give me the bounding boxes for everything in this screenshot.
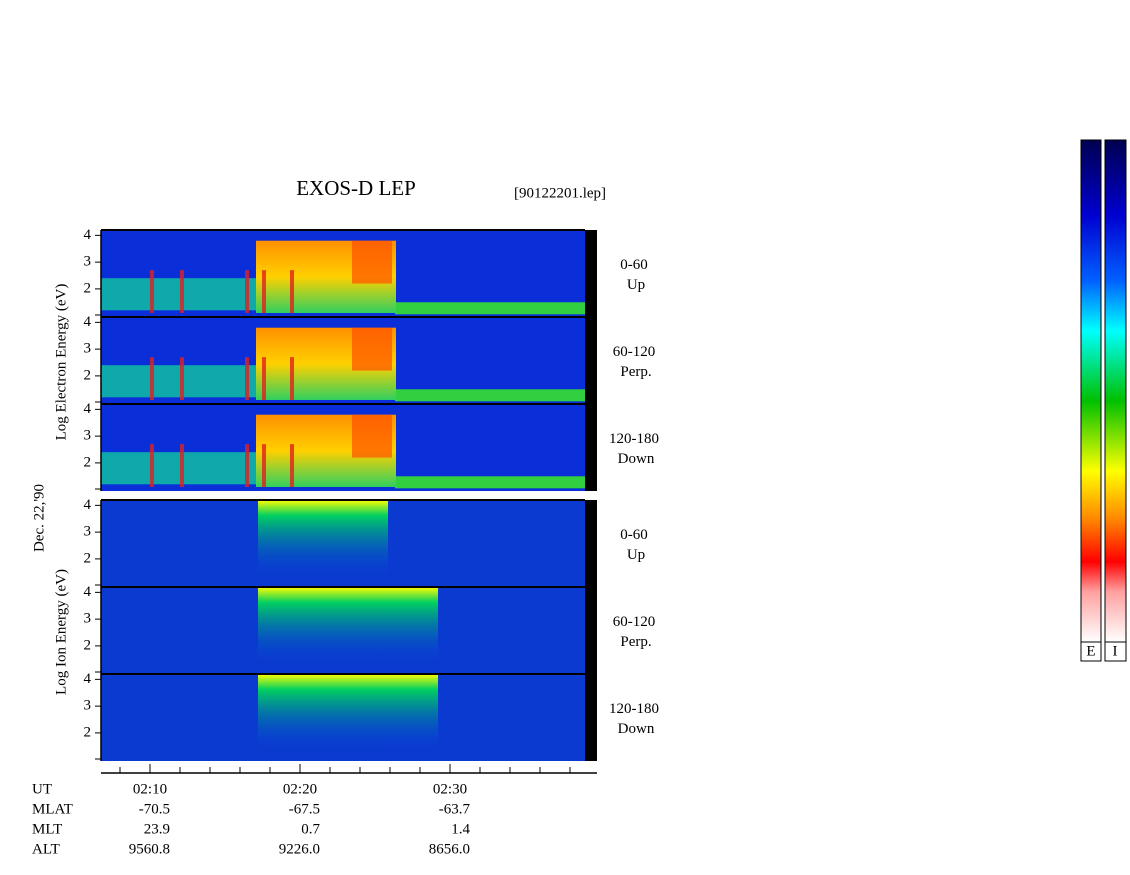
pitch-angle-label: 60-120 (613, 614, 656, 630)
spectrogram-streak (290, 270, 294, 313)
orbit-value: 9226.0 (279, 841, 320, 857)
pitch-angle-label: 60-120 (613, 344, 656, 360)
colorbar-label: E (1086, 643, 1095, 659)
data-gap (585, 317, 597, 404)
spectrogram-streak (262, 444, 266, 487)
y-tick-label: 4 (84, 671, 92, 687)
file-label: [90122201.lep] (514, 185, 606, 201)
direction-label: Down (618, 721, 655, 737)
spectrogram-band (101, 278, 256, 311)
colorbar-label-box (1104, 641, 1127, 662)
direction-label: Down (618, 451, 655, 467)
direction-label: Perp. (620, 634, 651, 650)
spectrogram-streak (245, 270, 249, 313)
spectrogram-hot (258, 674, 438, 752)
pitch-angle-label: 120-180 (609, 701, 659, 717)
spectrogram-hot (352, 240, 392, 284)
y-tick-label: 2 (84, 367, 92, 383)
data-gap (585, 674, 597, 761)
x-tick-label: 02:20 (283, 781, 317, 797)
y-label: Log Ion Energy (eV) (53, 569, 69, 695)
row-label: UT (32, 781, 52, 797)
data-gap (585, 230, 597, 317)
date-label: Dec. 22,'90 (31, 484, 47, 552)
spectrogram-streak (262, 357, 266, 400)
orbit-value: 9560.8 (129, 841, 170, 857)
direction-label: Perp. (620, 364, 651, 380)
row-label: MLT (32, 821, 62, 837)
pitch-angle-label: 0-60 (620, 527, 648, 543)
pitch-angle-label: 0-60 (620, 257, 648, 273)
y-tick-label: 4 (84, 584, 92, 600)
direction-label: Up (627, 547, 645, 563)
y-tick-label: 4 (84, 401, 92, 417)
direction-label: Up (627, 277, 645, 293)
data-gap (585, 404, 597, 491)
spectrogram-streak (245, 357, 249, 400)
y-label: Log Electron Energy (eV) (53, 284, 69, 441)
spectrogram-band (101, 365, 256, 398)
spectrogram-streak (150, 357, 154, 400)
y-tick-label: 3 (84, 341, 92, 357)
spectrogram-streak (290, 357, 294, 400)
y-tick-label: 2 (84, 454, 92, 470)
colorbar (1104, 139, 1127, 643)
y-tick-label: 3 (84, 524, 92, 540)
data-gap (585, 587, 597, 674)
orbit-value: -63.7 (439, 801, 471, 817)
spectrogram-band (395, 302, 585, 315)
spectrogram-hot (258, 587, 438, 665)
spectrogram-hot (258, 500, 388, 578)
y-tick-label: 4 (84, 314, 92, 330)
spectrogram-streak (180, 444, 184, 487)
spectrogram-streak (245, 444, 249, 487)
orbit-value: 8656.0 (429, 841, 470, 857)
colorbar-label-box (1080, 641, 1102, 662)
y-tick-label: 3 (84, 611, 92, 627)
y-tick-label: 4 (84, 497, 92, 513)
row-label: ALT (32, 841, 60, 857)
y-tick-label: 2 (84, 550, 92, 566)
y-tick-label: 2 (84, 724, 92, 740)
spectrogram-streak (290, 444, 294, 487)
y-tick-label: 2 (84, 280, 92, 296)
y-tick-label: 4 (84, 227, 92, 243)
x-tick-label: 02:30 (433, 781, 467, 797)
spectrogram-band (395, 476, 585, 489)
y-tick-label: 2 (84, 637, 92, 653)
data-gap (585, 500, 597, 587)
spectrogram-hot (352, 327, 392, 371)
orbit-value: 1.4 (451, 821, 470, 837)
spectrogram-streak (180, 270, 184, 313)
colorbar-label: I (1113, 643, 1118, 659)
pitch-angle-label: 120-180 (609, 431, 659, 447)
title: EXOS-D LEP (296, 176, 416, 200)
colorbar (1080, 139, 1102, 643)
spectrogram-streak (150, 444, 154, 487)
spectrogram-band (395, 389, 585, 402)
orbit-value: -70.5 (139, 801, 170, 817)
spectrogram-band (101, 452, 256, 485)
spectrogram-streak (262, 270, 266, 313)
y-tick-label: 3 (84, 428, 92, 444)
spectrogram-streak (180, 357, 184, 400)
orbit-value: 0.7 (301, 821, 320, 837)
y-tick-label: 3 (84, 698, 92, 714)
x-tick-label: 02:10 (133, 781, 167, 797)
row-label: MLAT (32, 801, 73, 817)
spectrogram-streak (150, 270, 154, 313)
y-tick-label: 3 (84, 254, 92, 270)
orbit-value: -67.5 (289, 801, 320, 817)
orbit-value: 23.9 (144, 821, 170, 837)
spectrogram-hot (352, 414, 392, 458)
